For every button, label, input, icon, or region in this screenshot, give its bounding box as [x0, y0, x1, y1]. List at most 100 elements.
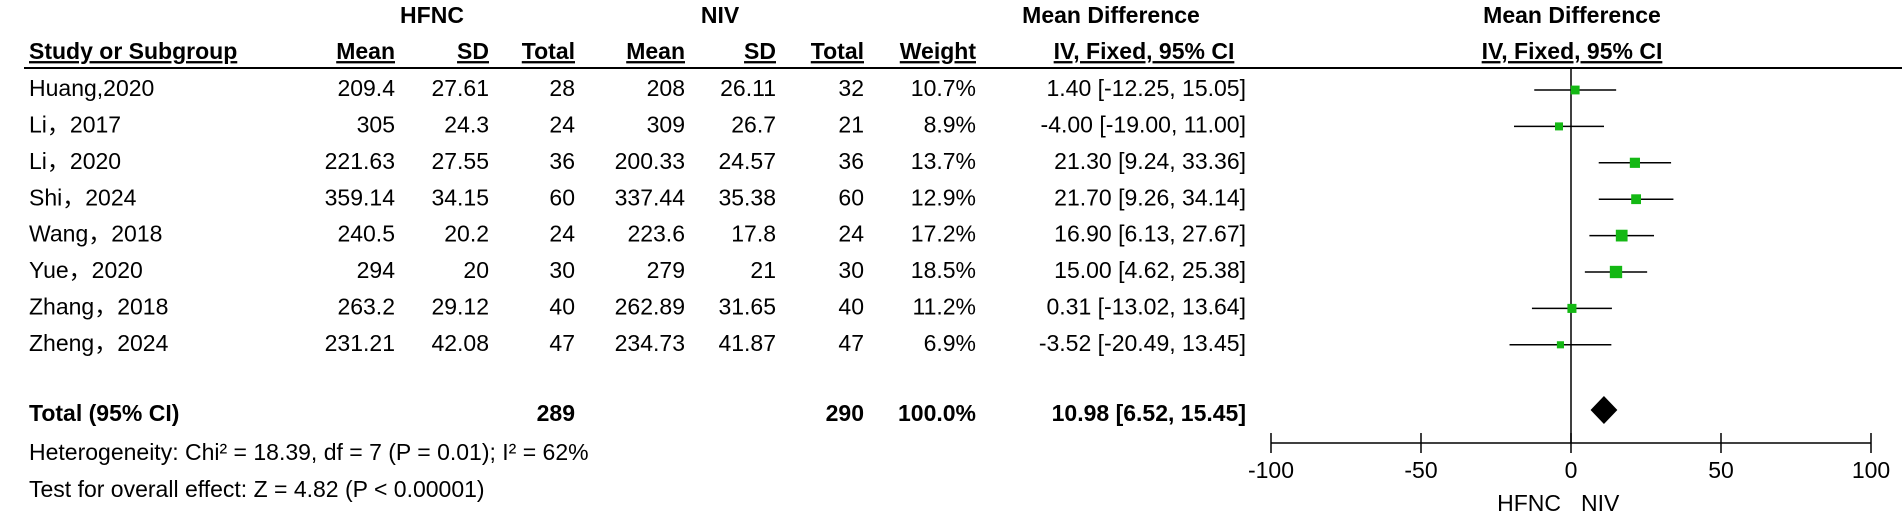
table-cell: 234.73 [615, 330, 685, 356]
weight: 11.2% [912, 293, 976, 319]
study-name: Yue，2020 [29, 257, 143, 283]
table-cell: 27.55 [431, 148, 489, 174]
table-cell: 30 [838, 257, 864, 283]
weight: 13.7% [911, 148, 976, 174]
table-cell: 208 [647, 75, 685, 101]
table-cell: 309 [647, 111, 685, 137]
table-cell: 34.15 [431, 184, 489, 210]
ci-label: -4.00 [-19.00, 11.00] [1041, 111, 1246, 137]
table-cell: 24 [549, 111, 575, 137]
table-cell: 41.87 [718, 330, 776, 356]
overall-effect: Test for overall effect: Z = 4.82 (P < 0… [29, 476, 485, 502]
x-tick-label: 50 [1708, 457, 1734, 483]
total-n: 289 [537, 400, 575, 426]
ci-label: 0.31 [-13.02, 13.64] [1047, 293, 1247, 319]
table-cell: 60 [838, 184, 864, 210]
total-n: 290 [826, 400, 864, 426]
effect-square [1615, 229, 1628, 242]
study-name: Huang,2020 [29, 75, 154, 101]
table-cell: 40 [549, 293, 575, 319]
column-header: Mean [626, 38, 685, 64]
table-cell: 294 [357, 257, 396, 283]
table-cell: 20 [463, 257, 489, 283]
total-ci: 10.98 [6.52, 15.45] [1052, 400, 1246, 426]
table-cell: 47 [838, 330, 864, 356]
table-cell: 60 [549, 184, 575, 210]
study-header: Study or Subgroup [29, 38, 237, 64]
table-cell: 40 [838, 293, 864, 319]
table-cell: 21 [750, 257, 776, 283]
ci-label: 15.00 [4.62, 25.38] [1054, 257, 1246, 283]
x-axis-label: HFNC [1497, 490, 1561, 516]
weight: 12.9% [911, 184, 976, 210]
table-cell: 209.4 [337, 75, 395, 101]
table-cell: 279 [647, 257, 685, 283]
md-header: Mean Difference [1022, 2, 1200, 28]
table-cell: 28 [549, 75, 575, 101]
table-cell: 42.08 [431, 330, 489, 356]
table-cell: 221.63 [325, 148, 395, 174]
table-cell: 24 [838, 221, 864, 247]
ci-label: 21.70 [9.26, 34.14] [1054, 184, 1246, 210]
weight: 6.9% [924, 330, 976, 356]
x-tick-label: 100 [1852, 457, 1890, 483]
x-tick-label: 0 [1565, 457, 1578, 483]
table-cell: 32 [838, 75, 864, 101]
x-tick-label: -100 [1248, 457, 1294, 483]
table-cell: 36 [549, 148, 575, 174]
table-cell: 200.33 [615, 148, 685, 174]
ci-label: -3.52 [-20.49, 13.45] [1039, 330, 1246, 356]
table-cell: 36 [838, 148, 864, 174]
study-name: Shi，2024 [29, 184, 137, 210]
ci-label: 1.40 [-12.25, 15.05] [1047, 75, 1247, 101]
effect-square [1556, 341, 1564, 349]
table-cell: 24.57 [718, 148, 776, 174]
table-cell: 27.61 [431, 75, 489, 101]
table-cell: 30 [549, 257, 575, 283]
ci-label: 21.30 [9.24, 33.36] [1054, 148, 1246, 174]
effect-square [1570, 85, 1580, 95]
table-cell: 262.89 [615, 293, 685, 319]
effect-square [1609, 265, 1623, 279]
column-header: SD [457, 38, 489, 64]
study-name: Wang，2018 [29, 221, 162, 247]
table-cell: 29.12 [431, 293, 489, 319]
table-cell: 26.7 [731, 111, 776, 137]
table-cell: 223.6 [627, 221, 685, 247]
column-header: Total [811, 38, 864, 64]
table-cell: 21 [838, 111, 864, 137]
x-axis-label: NIV [1581, 490, 1620, 516]
table-cell: 31.65 [718, 293, 776, 319]
table-cell: 263.2 [337, 293, 395, 319]
table-cell: 337.44 [615, 184, 686, 210]
table-cell: 305 [357, 111, 395, 137]
effect-square [1554, 122, 1564, 131]
ci-label: 16.90 [6.13, 27.67] [1054, 221, 1246, 247]
table-cell: 240.5 [337, 221, 395, 247]
effect-square [1629, 157, 1640, 168]
study-name: Li，2020 [29, 148, 121, 174]
column-header: SD [744, 38, 776, 64]
total-diamond [1590, 396, 1618, 424]
table-cell: 47 [549, 330, 575, 356]
total-label: Total (95% CI) [29, 400, 179, 426]
table-cell: 20.2 [444, 221, 489, 247]
total-weight: 100.0% [898, 400, 976, 426]
table-cell: 24.3 [444, 111, 489, 137]
column-header: Total [522, 38, 575, 64]
weight: 10.7% [911, 75, 976, 101]
table-cell: 26.11 [720, 75, 776, 101]
study-name: Li，2017 [29, 111, 121, 137]
weight: 8.9% [924, 111, 976, 137]
study-name: Zheng，2024 [29, 330, 169, 356]
md-header: Mean Difference [1483, 2, 1661, 28]
column-header: Weight [900, 38, 977, 64]
weight: 17.2% [911, 221, 976, 247]
plot-method-header: IV, Fixed, 95% CI [1482, 38, 1663, 64]
group-header: NIV [701, 2, 740, 28]
effect-square [1631, 194, 1642, 205]
table-cell: 359.14 [325, 184, 396, 210]
weight: 18.5% [911, 257, 976, 283]
